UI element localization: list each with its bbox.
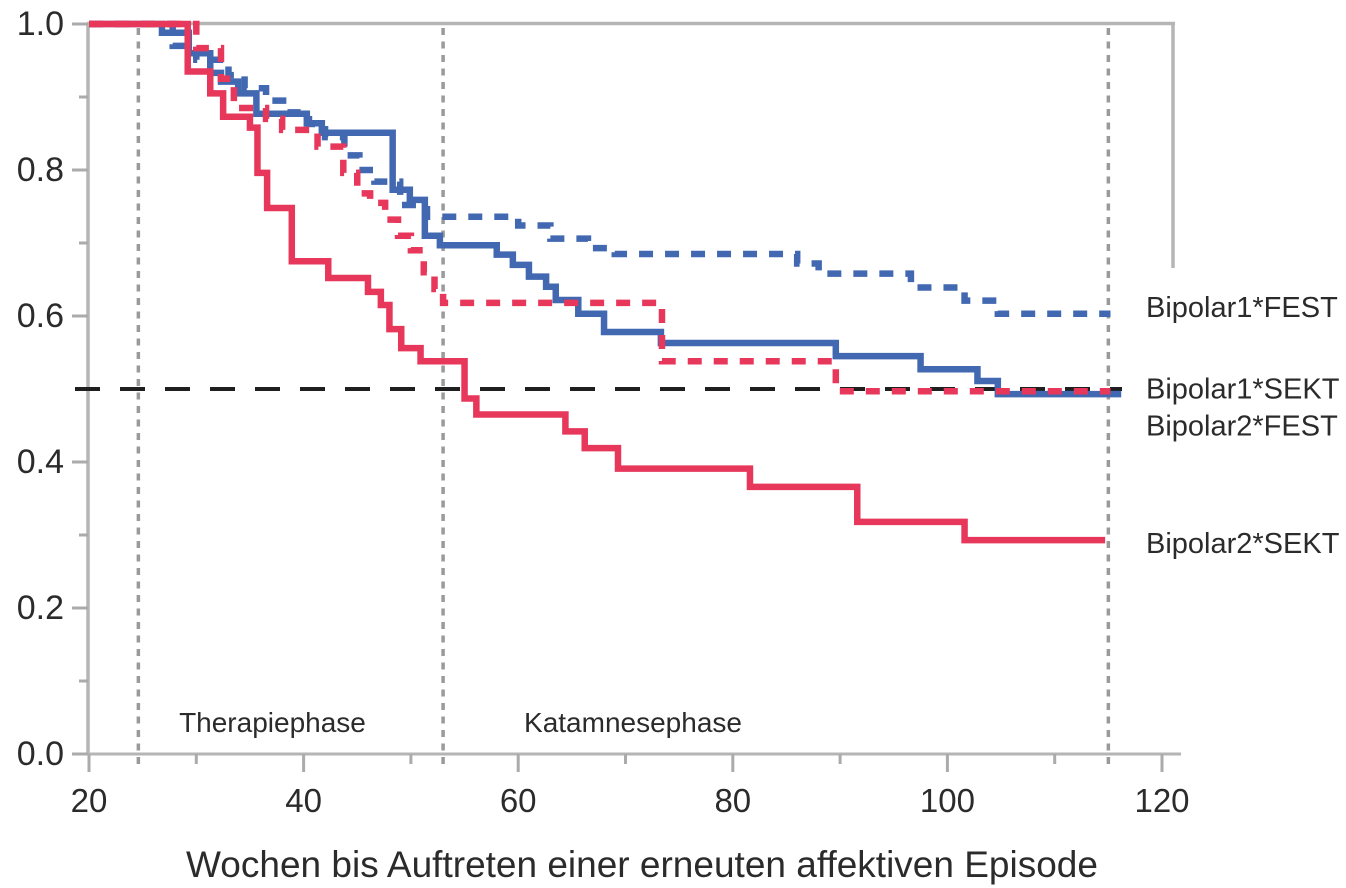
x-tick-label: 120: [1134, 782, 1189, 819]
legend-label: Bipolar1*SEKT: [1146, 373, 1340, 405]
series-curve-bipolar2-fest: [89, 20, 1111, 395]
y-tick-label: 0.8: [17, 151, 64, 189]
x-tick-label: 80: [714, 782, 751, 819]
y-tick-label: 0.4: [17, 443, 64, 481]
y-tick-label: 0.6: [17, 297, 64, 335]
x-tick-label: 60: [500, 782, 537, 819]
x-axis-title: Wochen bis Auftreten einer erneuten affe…: [186, 844, 1098, 885]
y-tick-label: 1.0: [17, 5, 64, 43]
x-tick-label: 40: [285, 782, 322, 819]
phase-label: Katamnesephase: [524, 707, 742, 738]
x-tick-label: 20: [71, 782, 108, 819]
phase-label: Therapiephase: [179, 707, 366, 738]
legend-label: Bipolar1*FEST: [1146, 292, 1338, 324]
legend-label: Bipolar2*FEST: [1146, 411, 1338, 443]
x-tick-label: 100: [920, 782, 975, 819]
series-curve-bipolar2-sekt: [89, 20, 1106, 544]
y-tick-label: 0.0: [17, 735, 64, 773]
legend-label: Bipolar2*SEKT: [1146, 528, 1340, 560]
series-curve-bipolar1-fest: [89, 20, 1111, 318]
y-tick-label: 0.2: [17, 589, 64, 627]
